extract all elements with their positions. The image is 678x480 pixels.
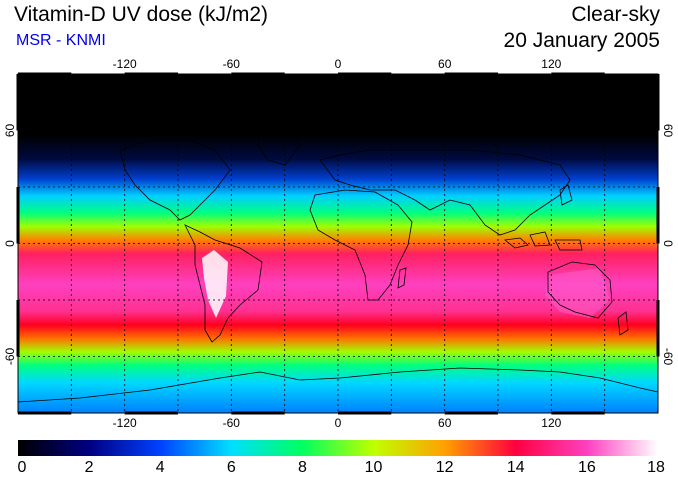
source-label: MSR - KNMI [16,32,106,49]
colorbar-tick-label: 0 [17,459,27,476]
colorbar-tick-label: 16 [577,459,596,476]
lat-label-right: 0 [661,240,675,247]
graticule [18,74,658,413]
map-title: Vitamin-D UV dose (kJ/m2) [14,3,269,26]
frame-ticks [16,72,660,415]
lon-label-bottom: 60 [438,416,452,430]
coastlines [18,127,658,403]
date-label: 20 January 2005 [503,29,660,52]
lon-label-top: 120 [541,57,561,71]
colorbar-tick-label: 18 [647,459,665,476]
colorbar [18,440,658,456]
lon-label-top: 60 [438,57,452,71]
lon-label-top: 0 [335,57,342,71]
lat-label-right: 60 [661,124,675,138]
lat-label-right: -60 [661,348,675,366]
lat-label-left: 0 [3,240,17,247]
lon-label-bottom: -60 [223,416,241,430]
colorbar-tick-label: 12 [435,459,454,476]
south-america-high-uv [202,250,228,318]
colorbar-tick-label: 4 [155,459,165,476]
lon-label-top: -120 [113,57,137,71]
colorbar-tick-label: 14 [506,459,525,476]
lat-label-left: -60 [3,348,17,366]
lon-label-top: -60 [223,57,241,71]
lat-label-left: 60 [3,124,17,138]
colorbar-tick-label: 6 [226,459,236,476]
lon-label-bottom: 120 [541,416,561,430]
lon-label-bottom: 0 [335,416,342,430]
colorbar-tick-label: 8 [297,459,307,476]
sky-condition-label: Clear-sky [571,3,660,26]
colorbar-tick-label: 2 [84,459,94,476]
colorbar-tick-label: 10 [364,459,383,476]
lon-label-bottom: -120 [113,416,137,430]
